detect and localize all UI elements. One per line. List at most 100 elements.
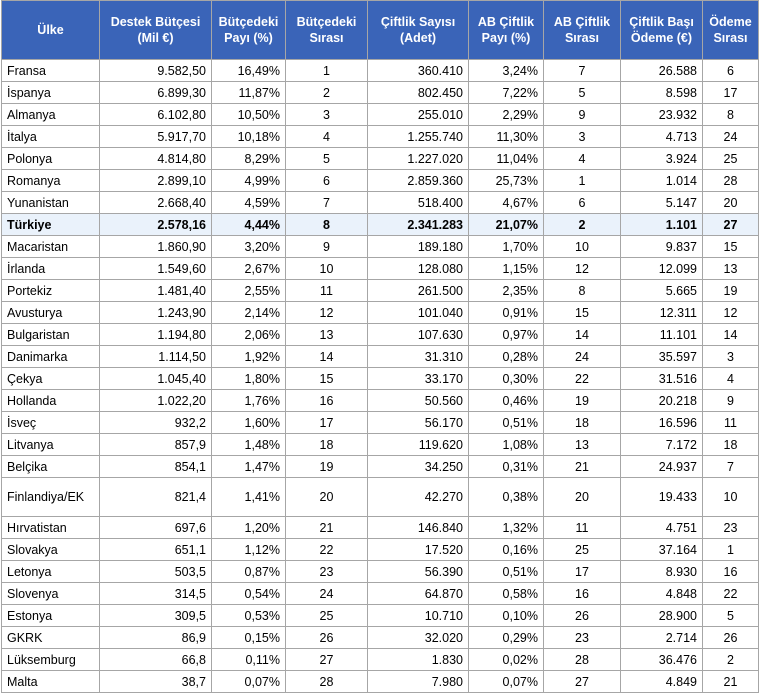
- cell-payment-rank: 19: [702, 279, 759, 302]
- table-row: Almanya 6.102,80 10,50% 3 255.010 2,29% 9 23.93…: [1, 103, 759, 126]
- cell-eu-farm-rank: 14: [543, 323, 621, 346]
- cell-country: Belçika: [1, 455, 100, 478]
- cell-payment-per-farm: 28.900: [620, 604, 703, 627]
- table-body: Fransa 9.582,50 16,49% 1 360.410 3,24% 7 26.588…: [1, 59, 759, 693]
- table-row: GKRK 86,9 0,15% 26 32.020 0,29% 23 2.714 26: [1, 626, 759, 649]
- cell-farm-count: 7.980: [367, 670, 469, 693]
- cell-country: Fransa: [1, 59, 100, 82]
- cell-budget-share: 3,20%: [211, 235, 286, 258]
- cell-support-budget: 932,2: [99, 411, 212, 434]
- cell-budget-rank: 25: [285, 604, 368, 627]
- cell-farm-count: 56.390: [367, 560, 469, 583]
- cell-budget-rank: 24: [285, 582, 368, 605]
- cell-country: Lüksemburg: [1, 648, 100, 671]
- cell-budget-rank: 7: [285, 191, 368, 214]
- col-header-payment-rank: Ödeme Sırası: [702, 0, 759, 60]
- cell-budget-share: 4,99%: [211, 169, 286, 192]
- cell-payment-per-farm: 3.924: [620, 147, 703, 170]
- cell-budget-share: 4,44%: [211, 213, 286, 236]
- cell-budget-share: 10,18%: [211, 125, 286, 148]
- cell-budget-rank: 22: [285, 538, 368, 561]
- cell-farm-count: 360.410: [367, 59, 469, 82]
- cell-eu-farm-share: 0,28%: [468, 345, 544, 368]
- cell-support-budget: 821,4: [99, 477, 212, 517]
- cell-budget-share: 2,55%: [211, 279, 286, 302]
- cell-payment-per-farm: 36.476: [620, 648, 703, 671]
- cell-eu-farm-share: 11,04%: [468, 147, 544, 170]
- cell-farm-count: 189.180: [367, 235, 469, 258]
- cell-eu-farm-rank: 28: [543, 648, 621, 671]
- cell-eu-farm-rank: 9: [543, 103, 621, 126]
- cell-support-budget: 309,5: [99, 604, 212, 627]
- cell-budget-share: 1,20%: [211, 516, 286, 539]
- cell-country: Türkiye: [1, 213, 100, 236]
- cell-payment-per-farm: 12.099: [620, 257, 703, 280]
- cell-payment-rank: 7: [702, 455, 759, 478]
- table-row: Fransa 9.582,50 16,49% 1 360.410 3,24% 7 26.588…: [1, 59, 759, 82]
- cell-budget-rank: 13: [285, 323, 368, 346]
- cell-budget-share: 0,15%: [211, 626, 286, 649]
- cell-farm-count: 50.560: [367, 389, 469, 412]
- cell-payment-per-farm: 23.932: [620, 103, 703, 126]
- cell-farm-count: 802.450: [367, 81, 469, 104]
- cell-country: Yunanistan: [1, 191, 100, 214]
- cell-farm-count: 261.500: [367, 279, 469, 302]
- cell-eu-farm-rank: 26: [543, 604, 621, 627]
- cell-budget-rank: 4: [285, 125, 368, 148]
- cell-farm-count: 42.270: [367, 477, 469, 517]
- cell-budget-share: 1,80%: [211, 367, 286, 390]
- cell-payment-rank: 16: [702, 560, 759, 583]
- cell-budget-share: 1,41%: [211, 477, 286, 517]
- cell-budget-share: 8,29%: [211, 147, 286, 170]
- cell-payment-rank: 9: [702, 389, 759, 412]
- cell-eu-farm-rank: 15: [543, 301, 621, 324]
- header-row: Ülke Destek Bütçesi (Mil €) Bütçedeki Pa…: [1, 0, 759, 60]
- cell-payment-rank: 1: [702, 538, 759, 561]
- cell-support-budget: 5.917,70: [99, 125, 212, 148]
- table-row: Macaristan 1.860,90 3,20% 9 189.180 1,70% 10 9.…: [1, 235, 759, 258]
- cell-support-budget: 6.899,30: [99, 81, 212, 104]
- cell-budget-share: 1,47%: [211, 455, 286, 478]
- cell-budget-rank: 18: [285, 433, 368, 456]
- cell-eu-farm-rank: 13: [543, 433, 621, 456]
- table-row: İrlanda 1.549,60 2,67% 10 128.080 1,15% 12 12.0…: [1, 257, 759, 280]
- cell-farm-count: 1.255.740: [367, 125, 469, 148]
- cell-eu-farm-rank: 20: [543, 477, 621, 517]
- cell-eu-farm-share: 0,58%: [468, 582, 544, 605]
- cell-budget-rank: 19: [285, 455, 368, 478]
- cell-budget-share: 2,06%: [211, 323, 286, 346]
- cell-eu-farm-share: 1,32%: [468, 516, 544, 539]
- cell-eu-farm-rank: 1: [543, 169, 621, 192]
- cell-payment-rank: 3: [702, 345, 759, 368]
- cell-payment-rank: 21: [702, 670, 759, 693]
- cell-eu-farm-share: 0,30%: [468, 367, 544, 390]
- cell-budget-rank: 26: [285, 626, 368, 649]
- cell-eu-farm-share: 1,70%: [468, 235, 544, 258]
- col-header-farm-count: Çiftlik Sayısı (Adet): [367, 0, 469, 60]
- cell-farm-count: 128.080: [367, 257, 469, 280]
- cell-budget-share: 0,87%: [211, 560, 286, 583]
- cell-farm-count: 1.830: [367, 648, 469, 671]
- cell-eu-farm-share: 1,15%: [468, 257, 544, 280]
- cell-farm-count: 64.870: [367, 582, 469, 605]
- cell-budget-rank: 20: [285, 477, 368, 517]
- cell-eu-farm-rank: 18: [543, 411, 621, 434]
- cell-payment-rank: 13: [702, 257, 759, 280]
- cell-eu-farm-share: 4,67%: [468, 191, 544, 214]
- cell-farm-count: 2.341.283: [367, 213, 469, 236]
- cell-eu-farm-rank: 4: [543, 147, 621, 170]
- cell-support-budget: 38,7: [99, 670, 212, 693]
- cell-farm-count: 33.170: [367, 367, 469, 390]
- cell-budget-rank: 10: [285, 257, 368, 280]
- cell-budget-share: 0,53%: [211, 604, 286, 627]
- cell-eu-farm-share: 2,29%: [468, 103, 544, 126]
- cell-budget-rank: 5: [285, 147, 368, 170]
- cell-payment-per-farm: 24.937: [620, 455, 703, 478]
- cell-eu-farm-share: 0,31%: [468, 455, 544, 478]
- cell-budget-rank: 15: [285, 367, 368, 390]
- table-row: Hırvatistan 697,6 1,20% 21 146.840 1,32% 11 4.7…: [1, 516, 759, 539]
- cell-budget-share: 0,07%: [211, 670, 286, 693]
- cell-country: Çekya: [1, 367, 100, 390]
- cell-budget-share: 10,50%: [211, 103, 286, 126]
- cell-eu-farm-rank: 12: [543, 257, 621, 280]
